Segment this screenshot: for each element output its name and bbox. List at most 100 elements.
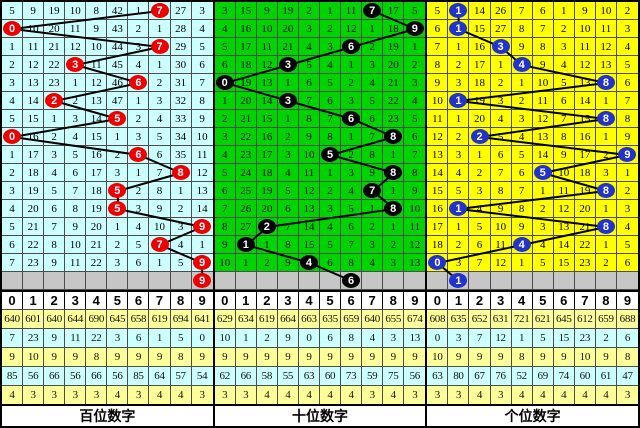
grid-cell: 21 [23,218,45,236]
stat-cell: 4 [383,385,405,404]
grid-cell: 7 [44,218,66,236]
grid-cell: 16 [23,128,45,146]
grid-cell [170,272,192,290]
grid-cell: 8 [595,218,617,236]
grid-cell: 5 [128,236,150,254]
grid-cell: 7 [214,200,236,218]
grid-cell: 21 [44,38,66,56]
hit-circle: 9 [618,147,637,162]
hit-circle: 8 [596,183,615,198]
digit-header-cell: 0 [427,292,449,310]
grid-cell: 8 [341,254,363,272]
grid-cell [65,272,87,290]
grid-cell: 27 [490,20,512,38]
panel-units: 5 1 14 26 7 6 1 9 10 2 6 1 15 27 8 7 2 10 11 3 7 1 16 3 9 8 3 11 12 4… [427,2,639,426]
grid-cell: 10 [404,200,426,218]
grid-cell: 22 [23,236,45,254]
grid-cell: 14 [23,92,45,110]
grid-cell: 2 [320,20,342,38]
stat-cell: 8 [511,347,533,367]
digit-header-cell: 1 [23,292,45,310]
grid-cell: 4 [277,164,299,182]
stat-cell: 3 [23,385,45,404]
trend-grid-tens: 3 15 9 19 2 1 11 7 17 5 4 16 10 20 3 2 12 1 18 9 5 17 11 21 4 3 6 2… [214,2,426,290]
panel-footer-tens: 十位数字 [214,404,426,426]
grid-cell: 1 [595,200,617,218]
digit-header-cell: 6 [341,292,363,310]
digit-header-cell: 0 [2,292,24,310]
stat-cell: 56 [65,366,87,386]
grid-cell: 3 [469,182,491,200]
hit-circle: 6 [129,147,148,162]
stat-cell: 635 [320,309,342,329]
grid-cell: 6 [2,236,24,254]
stat-cell: 652 [469,309,491,329]
grid-cell: 4 [149,110,171,128]
grid-cell: 9 [574,2,596,20]
grid-cell: 5 [107,200,129,218]
grid-cell: 7 [427,38,449,56]
grid-cell: 5 [320,74,342,92]
hit-circle: 1 [449,93,468,108]
grid-cell: 8 [298,110,320,128]
stat-cell: 634 [235,309,257,329]
stat-row: 0 3 7 12 1 5 15 23 2 6 [427,328,639,348]
hit-circle: 8 [384,129,403,144]
grid-cell: 8 [362,146,384,164]
hit-circle: 1 [449,273,468,288]
grid-cell: 20 [44,20,66,38]
grid-cell: 1 [362,20,384,38]
grid-cell: 12 [298,182,320,200]
grid-cell: 14 [86,110,108,128]
grid-cell: 6 [616,74,639,92]
grid-cell: 2 [553,20,575,38]
stat-cell: 9 [320,347,342,367]
grid-cell: 2 [595,146,617,164]
grid-cell: 10 [532,74,554,92]
grid-cell [595,272,617,290]
stat-cell: 640 [362,309,384,329]
hit-circle: 4 [512,237,531,252]
grid-cell: 3 [616,20,639,38]
grid-cell: 14 [191,200,213,218]
grid-cell: 25 [235,182,257,200]
grid-cell: 6 [277,200,299,218]
grid-cell: 1 [448,272,470,290]
grid-cell: 3 [191,2,213,20]
grid-cell: 4 [532,236,554,254]
grid-cell: 14 [469,2,491,20]
grid-cell: 9 [256,2,278,20]
grid-cell: 1 [383,182,405,200]
grid-cell: 4 [490,110,512,128]
grid-cell: 10 [214,254,236,272]
grid-cell: 8 [214,218,236,236]
grid-cell: 7 [511,2,533,20]
grid-cell: 45 [107,56,129,74]
hit-circle: 2 [45,93,64,108]
grid-cell: 18 [469,74,491,92]
grid-cell: 1 [595,92,617,110]
stat-cell: 15 [553,328,575,348]
grid-cell: 11 [86,56,108,74]
grid-cell: 3 [595,164,617,182]
grid-cell: 24 [235,164,257,182]
stat-cell: 3 [86,385,108,404]
hit-circle: 1 [449,3,468,18]
stat-cell: 629 [214,309,236,329]
stat-cell: 56 [404,366,426,386]
grid-cell: 2 [2,164,24,182]
grid-cell: 2 [44,128,66,146]
stat-cell: 4 [320,385,342,404]
grid-cell: 3 [448,254,470,272]
stat-row: 10 1 2 9 0 6 8 4 3 13 [214,328,426,348]
hit-circle: 2 [470,129,489,144]
stat-cell: 3 [128,385,150,404]
grid-cell: 7 [149,164,171,182]
grid-cell: 1 [448,2,470,20]
hit-circle: 2 [257,219,276,234]
grid-cell: 3 [320,200,342,218]
digit-header-cell: 2 [469,292,491,310]
grid-cell: 1 [469,146,491,164]
digit-header-cell: 1 [448,292,470,310]
stat-row: 63 80 67 76 52 69 74 60 61 47 [427,366,639,386]
